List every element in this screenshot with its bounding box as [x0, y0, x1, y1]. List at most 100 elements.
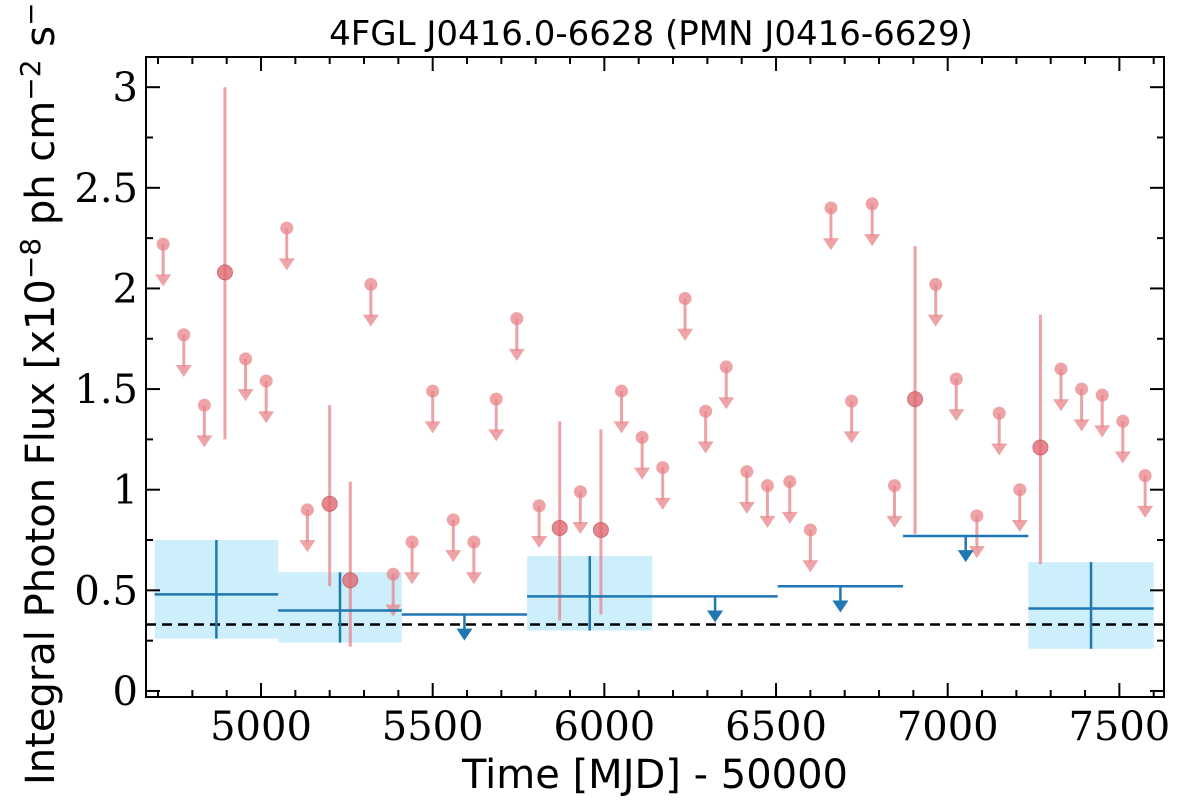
short-bin-ul-arrow-head	[445, 550, 462, 563]
short-bin-ul-point	[300, 503, 314, 517]
x-tick-label: 6000	[553, 704, 655, 750]
short-bin-ul-point	[1138, 469, 1152, 483]
short-bin-ul-arrow-head	[258, 411, 275, 424]
short-bin-ul-point	[197, 398, 211, 412]
short-bin-ul-arrow-head	[634, 467, 651, 480]
x-tick-label: 5000	[210, 704, 312, 750]
short-bin-ul-arrow-head	[1114, 451, 1131, 464]
y-axis: 0 0.5 1 1.5 2 2.5 3	[74, 65, 1164, 715]
short-bin-ul-arrow-head	[927, 314, 944, 327]
long-bin-ul-arrow-head	[456, 628, 473, 641]
short-bin-ul-arrow-head	[843, 431, 860, 444]
short-bin-ul-point	[845, 394, 859, 408]
short-bin-ul-point	[280, 221, 294, 235]
y-axis-label-mid: ph cm	[18, 101, 64, 238]
short-bin-ul-point	[467, 535, 481, 549]
y-tick-label: 2	[113, 266, 138, 312]
short-bin-ul-arrow-head	[677, 328, 694, 341]
short-bin-ul-point	[510, 312, 524, 326]
short-bin-ul-point	[1116, 414, 1130, 428]
y-axis-label-exp-1: −8	[14, 238, 47, 279]
short-bin-ul-arrow-head	[508, 348, 525, 361]
x-tick-label: 5500	[382, 704, 484, 750]
short-bin-ul-point	[405, 535, 419, 549]
short-bin-ul-arrow-head	[531, 536, 548, 549]
short-bin-ul-point	[740, 465, 754, 479]
y-tick-label: 2.5	[74, 166, 138, 212]
short-bin-ul-arrow-head	[299, 540, 316, 553]
short-bin-ul-point	[1013, 483, 1027, 497]
plot-frame	[145, 56, 1165, 698]
x-axis: 5000 5500 6000 6500 7000 7500	[157, 57, 1170, 750]
y-axis-label: Integral Photon Flux [x10−8 ph cm−2 s−1]	[14, 0, 64, 785]
short-bin-ul-arrow-head	[1137, 505, 1154, 518]
short-bin-ul-arrow-head	[572, 521, 589, 534]
short-bin-ul-point	[239, 352, 253, 366]
short-bin-ul-point	[489, 392, 503, 406]
short-bin-ul-arrow-head	[362, 314, 379, 327]
short-bin-ul-point	[177, 328, 191, 342]
short-bin-ul-arrow-head	[404, 572, 421, 585]
short-bin-ul-point	[156, 237, 170, 251]
short-bin-ul-arrow-head	[802, 560, 819, 573]
short-bin-detection-point	[321, 495, 338, 512]
short-bin-ul-arrow-head	[822, 238, 839, 251]
y-axis-label-s: s	[18, 26, 64, 60]
short-bin-ul-arrow-head	[1052, 399, 1069, 412]
y-tick-label: 1	[113, 468, 138, 514]
short-bin-ul-arrow-head	[278, 258, 295, 271]
short-bin-detection-point	[907, 391, 924, 408]
short-bin-ul-point	[446, 513, 460, 527]
short-bin-ul-arrow-head	[738, 501, 755, 514]
short-bin-ul-point	[992, 406, 1006, 420]
y-tick-label: 3	[113, 65, 138, 111]
y-tick-label: 1.5	[74, 367, 138, 413]
short-bin-ul-arrow-head	[886, 515, 903, 528]
short-bin-ul-point	[719, 360, 733, 374]
short-bin-ul-arrow-head	[781, 511, 798, 524]
short-bin-ul-arrow-head	[175, 364, 192, 377]
short-bin-ul-point	[615, 384, 629, 398]
short-bin-ul-point	[803, 523, 817, 537]
short-bin-ul-arrow-head	[759, 515, 776, 528]
short-bin-ul-point	[573, 485, 587, 499]
x-tick-label: 7500	[1068, 704, 1170, 750]
short-bin-ul-point	[426, 384, 440, 398]
short-bin-ul-point	[532, 499, 546, 513]
short-bin-ul-point	[949, 372, 963, 386]
long-bin-ul-arrow-head	[957, 550, 974, 563]
short-bin-ul-arrow-head	[424, 421, 441, 434]
x-tick-label: 6500	[725, 704, 827, 750]
y-tick-label: 0.5	[74, 568, 138, 614]
short-bin-ul-point	[656, 461, 670, 475]
short-bin-ul-arrow-head	[1011, 519, 1028, 532]
short-bin-ul-arrow-head	[613, 421, 630, 434]
short-bin-detection-point	[592, 521, 609, 538]
short-bin-ul-point	[678, 292, 692, 306]
x-tick-label: 7000	[897, 704, 999, 750]
short-bin-ul-arrow-head	[718, 397, 735, 410]
short-bin-ul-arrow-head	[465, 572, 482, 585]
long-bin-ul-arrow-head	[832, 600, 849, 613]
short-bin-ul-point	[364, 277, 378, 291]
short-bin-ul-arrow-head	[968, 546, 985, 559]
short-bin-ul-point	[1095, 388, 1109, 402]
short-bin-ul-arrow-head	[237, 389, 254, 402]
chart-title: 4FGL J0416.0-6628 (PMN J0416-6629)	[329, 14, 973, 54]
long-bin-ul-arrow-head	[707, 610, 724, 623]
short-bin-ul-arrow-head	[1094, 425, 1111, 438]
short-bin-ul-point	[1054, 362, 1068, 376]
y-axis-label-base: Integral Photon Flux [x10	[18, 279, 64, 785]
y-axis-label-exp-2: −2	[14, 59, 47, 100]
short-bin-ul-arrow-head	[196, 435, 213, 448]
x-axis-label: Time [MJD] - 50000	[461, 752, 848, 798]
plot-area	[146, 87, 1164, 649]
short-bin-ul-arrow-head	[948, 409, 965, 422]
short-bin-ul-point	[783, 475, 797, 489]
short-bin-ul-point	[1075, 382, 1089, 396]
short-bin-ul-point	[970, 509, 984, 523]
short-bin-ul-arrow-head	[654, 497, 671, 510]
y-tick-label: 0	[113, 669, 138, 715]
short-bin-ul-arrow-head	[155, 274, 172, 287]
